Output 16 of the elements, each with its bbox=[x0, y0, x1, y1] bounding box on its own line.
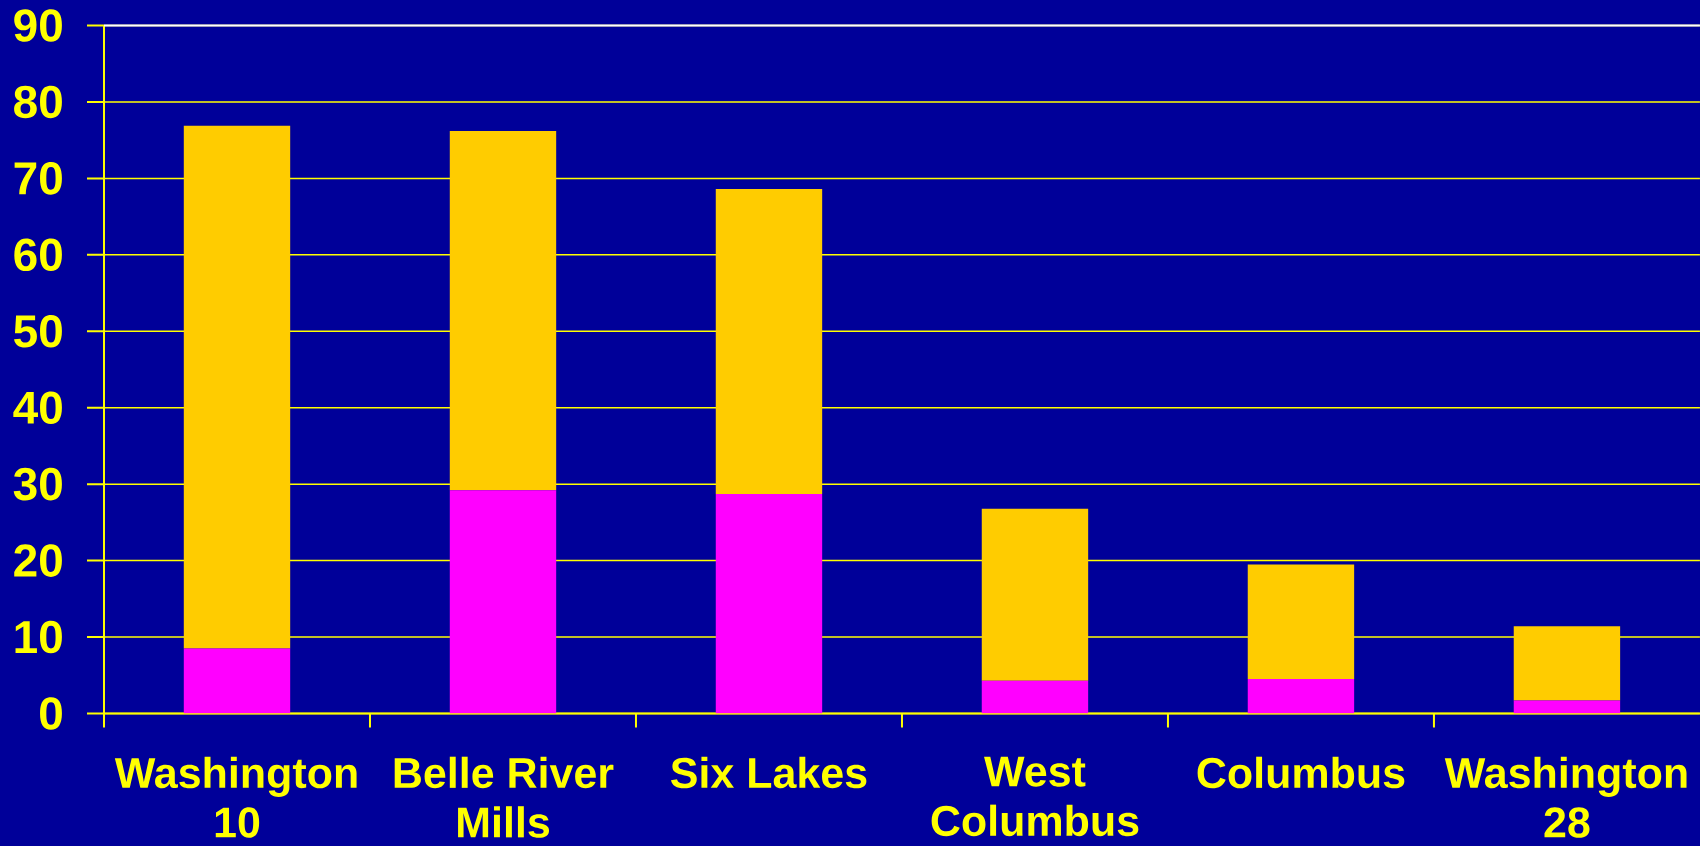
x-tick-label: Belle River Mills bbox=[394, 756, 614, 838]
y-tick-label: 20 bbox=[14, 544, 62, 577]
x-tick-label: Washington 28 bbox=[1444, 756, 1687, 838]
x-tick-label: Columbus bbox=[1197, 756, 1405, 789]
x-tick-label: West Columbus bbox=[931, 756, 1139, 837]
y-tick-label: 40 bbox=[13, 391, 62, 425]
y-tick-label: 70 bbox=[14, 162, 62, 195]
y-tick-label: 60 bbox=[14, 238, 62, 272]
y-tick-label: 80 bbox=[14, 85, 62, 119]
x-tick-label: Six Lakes bbox=[671, 756, 867, 789]
y-tick-label: 50 bbox=[14, 314, 62, 348]
y-tick-label: 10 bbox=[15, 620, 62, 654]
y-tick-label: 0 bbox=[40, 697, 62, 730]
y-tick-label: 90 bbox=[14, 9, 62, 42]
y-tick-label: 30 bbox=[13, 467, 62, 501]
x-tick-label: Washington 10 bbox=[114, 756, 357, 838]
